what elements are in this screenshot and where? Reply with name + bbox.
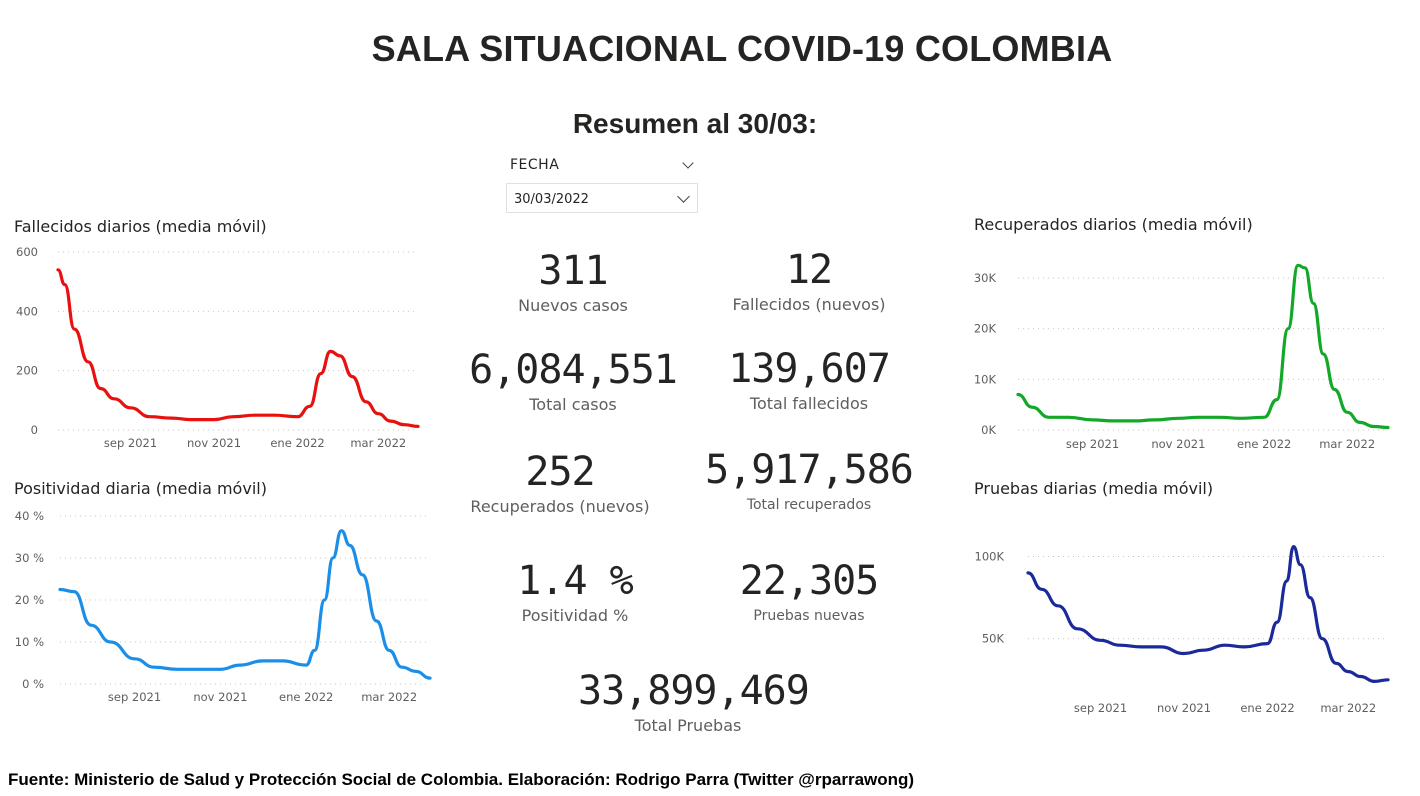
y-tick-label: 200 — [16, 364, 38, 378]
kpi-value: 139,607 — [728, 346, 891, 392]
x-tick-label: ene 2022 — [270, 436, 324, 450]
y-tick-label: 100K — [975, 549, 1005, 563]
kpi-total-fallecidos: 139,607 Total fallecidos — [699, 346, 919, 413]
kpi-value: 311 — [538, 248, 608, 294]
y-tick-label: 10 % — [15, 635, 44, 649]
chart-positividad[interactable]: 0 % 10 % 20 % 30 % 40 % sep 2021 nov 2021 ene 2… — [0, 500, 440, 705]
x-tick-label: nov 2021 — [1157, 701, 1211, 715]
chevron-down-icon[interactable] — [677, 190, 690, 203]
kpi-value: 12 — [785, 247, 833, 293]
summary-subtitle: Resumen al 30/03: — [572, 108, 818, 139]
x-tick-label: ene 2022 — [279, 690, 333, 704]
chevron-down-icon[interactable] — [682, 157, 694, 169]
kpi-label: Total recuperados — [746, 497, 872, 513]
y-tick-label: 20K — [974, 322, 997, 336]
y-tick-label: 30 % — [15, 551, 44, 565]
chart-recuperados[interactable]: 0K 10K 20K 30K sep 2021 nov 2021 ene 2022 mar 2… — [970, 240, 1390, 460]
chart-title-pruebas: Pruebas diarias (media móvil) — [974, 479, 1214, 498]
x-tick-label: sep 2021 — [1074, 701, 1127, 715]
kpi-positividad: 1.4 % Positividad % — [465, 558, 685, 625]
series-line-fallecidos — [56, 268, 420, 428]
y-tick-label: 600 — [16, 245, 38, 259]
kpi-label: Total casos — [529, 395, 617, 414]
y-tick-label: 400 — [16, 304, 38, 318]
kpi-value: 6,084,551 — [469, 347, 678, 393]
x-tick-label: ene 2022 — [1240, 701, 1294, 715]
x-tick-label: sep 2021 — [104, 436, 157, 450]
y-tick-label: 50K — [982, 632, 1005, 646]
y-tick-label: 40 % — [15, 509, 44, 523]
source-footer: Fuente: Ministerio de Salud y Protección… — [8, 770, 915, 789]
y-tick-label: 30K — [974, 271, 997, 285]
kpi-value: 1.4 % — [517, 558, 633, 604]
x-tick-label: mar 2022 — [1320, 701, 1376, 715]
y-tick-label: 0 % — [22, 677, 44, 691]
kpi-fallecidos-nuevos: 12 Fallecidos (nuevos) — [699, 247, 919, 314]
kpi-value: 5,917,586 — [705, 447, 914, 493]
x-tick-label: mar 2022 — [361, 690, 417, 704]
series-line-positividad — [58, 529, 432, 680]
x-tick-label: sep 2021 — [108, 690, 161, 704]
kpi-label: Recuperados (nuevos) — [470, 497, 650, 516]
x-tick-label: mar 2022 — [1319, 437, 1375, 451]
date-dropdown-value: 30/03/2022 — [514, 192, 589, 207]
kpi-label: Total fallecidos — [749, 394, 869, 413]
chart-pruebas[interactable]: 50K 100K sep 2021 nov 2021 ene 2022 mar 2022 — [970, 520, 1390, 720]
kpi-nuevos-casos: 311 Nuevos casos — [463, 248, 683, 315]
x-tick-label: sep 2021 — [1066, 437, 1119, 451]
y-tick-label: 20 % — [15, 593, 44, 607]
page-title: SALA SITUACIONAL COVID-19 COLOMBIA — [371, 28, 1113, 69]
chart-title-positividad: Positividad diaria (media móvil) — [14, 479, 267, 498]
date-filter-label: FECHA — [510, 157, 560, 173]
x-tick-label: nov 2021 — [193, 690, 247, 704]
kpi-label: Pruebas nuevas — [753, 608, 865, 624]
kpi-label: Positividad % — [521, 606, 629, 625]
y-tick-label: 0K — [981, 423, 996, 437]
x-tick-label: mar 2022 — [350, 436, 406, 450]
kpi-pruebas-nuevas: 22,305 Pruebas nuevas — [699, 558, 919, 624]
kpi-label: Total Pruebas — [634, 716, 742, 735]
date-dropdown[interactable]: 30/03/2022 — [506, 183, 698, 213]
chart-title-fallecidos: Fallecidos diarios (media móvil) — [14, 217, 267, 236]
x-tick-label: ene 2022 — [1237, 437, 1291, 451]
kpi-total-pruebas: 33,899,469 Total Pruebas — [578, 668, 810, 735]
series-line-pruebas — [1026, 545, 1390, 683]
x-tick-label: nov 2021 — [187, 436, 241, 450]
kpi-value: 33,899,469 — [578, 668, 810, 714]
kpi-total-recuperados: 5,917,586 Total recuperados — [699, 447, 919, 513]
y-tick-label: 10K — [974, 372, 997, 386]
kpi-total-casos: 6,084,551 Total casos — [463, 347, 683, 414]
date-filter-header[interactable]: FECHA — [510, 156, 698, 178]
series-line-recuperados — [1016, 263, 1390, 430]
kpi-label: Nuevos casos — [518, 296, 628, 315]
kpi-value: 22,305 — [739, 558, 880, 604]
kpi-label: Fallecidos (nuevos) — [732, 295, 886, 314]
kpi-recuperados-nuevos: 252 Recuperados (nuevos) — [450, 449, 670, 516]
x-tick-label: nov 2021 — [1151, 437, 1205, 451]
kpi-value: 252 — [525, 449, 595, 495]
y-tick-label: 0 — [31, 423, 38, 437]
chart-title-recuperados: Recuperados diarios (media móvil) — [974, 215, 1253, 234]
chart-fallecidos[interactable]: 0 200 400 600 sep 2021 nov 2021 ene 2022 mar 20… — [0, 240, 430, 460]
